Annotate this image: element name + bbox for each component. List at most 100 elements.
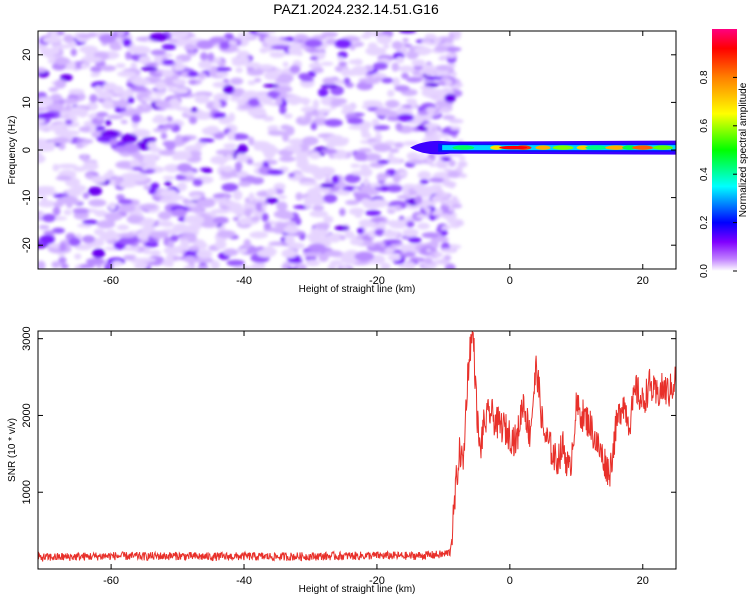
noise-blob <box>258 64 274 70</box>
noise-blob <box>340 265 349 269</box>
noise-blob <box>123 142 140 153</box>
noise-blob <box>213 100 221 110</box>
noise-blob <box>327 263 337 269</box>
noise-blob <box>376 35 392 45</box>
noise-blob <box>154 80 167 91</box>
noise-blob <box>382 239 402 245</box>
noise-blob <box>273 182 286 191</box>
noise-blob <box>275 97 283 106</box>
noise-blob <box>244 208 252 218</box>
noise-blob <box>247 97 261 107</box>
noise-blob <box>386 89 395 98</box>
noise-blob <box>81 154 88 162</box>
noise-blob <box>67 187 82 197</box>
noise-blob <box>43 230 56 235</box>
noise-blob <box>222 165 234 173</box>
noise-blob <box>309 152 321 160</box>
noise-blob <box>89 124 97 133</box>
noise-blob <box>136 257 157 263</box>
noise-blob <box>354 251 375 262</box>
noise-blob <box>279 105 287 115</box>
noise-blob <box>323 193 338 204</box>
noise-blob <box>309 56 319 61</box>
noise-blob <box>54 79 67 89</box>
x-tick-label: -40 <box>236 275 252 287</box>
noise-blob <box>426 157 433 163</box>
noise-blob <box>224 154 234 161</box>
signal-hotspot <box>535 145 551 150</box>
noise-blob <box>406 51 418 60</box>
noise-blob <box>138 55 151 65</box>
noise-blob <box>82 161 99 171</box>
noise-blob <box>323 215 334 224</box>
noise-blob <box>232 265 253 269</box>
noise-blob <box>196 265 210 269</box>
noise-blob <box>96 111 109 117</box>
noise-blob <box>325 38 337 45</box>
noise-blob <box>408 237 422 244</box>
noise-blob <box>310 169 320 176</box>
noise-blob <box>416 214 433 219</box>
noise-blob <box>158 149 177 156</box>
noise-blob <box>364 31 372 37</box>
noise-blob <box>406 76 423 83</box>
noise-blob <box>59 73 73 82</box>
noise-blob <box>303 115 313 121</box>
noise-blob <box>50 93 63 102</box>
noise-blob <box>115 194 125 201</box>
noise-blob <box>384 248 395 253</box>
noise-blob <box>428 177 445 183</box>
noise-blob <box>38 67 47 73</box>
noise-blob <box>190 193 202 200</box>
noise-blob <box>237 143 249 154</box>
noise-blob <box>38 260 46 269</box>
noise-blob <box>446 52 457 58</box>
noise-blob <box>283 113 293 119</box>
noise-blob <box>130 45 151 55</box>
noise-blob <box>344 173 361 184</box>
noise-blob <box>262 83 280 88</box>
noise-blob <box>163 123 176 129</box>
noise-blob <box>320 84 338 89</box>
noise-blob <box>38 106 49 112</box>
noise-blob <box>449 199 461 205</box>
noise-blob <box>98 33 117 43</box>
noise-blob <box>97 91 114 100</box>
noise-blob <box>106 229 116 236</box>
noise-blob <box>448 118 461 124</box>
noise-blob <box>59 110 67 118</box>
noise-blob <box>105 119 112 126</box>
noise-blob <box>231 56 250 63</box>
noise-blob <box>399 31 417 34</box>
noise-blob <box>417 110 429 116</box>
spectrogram-xlabel: Height of straight line (km) <box>299 284 416 295</box>
noise-blob <box>347 117 364 125</box>
noise-blob <box>261 212 269 223</box>
noise-blob <box>130 86 149 93</box>
noise-blob <box>144 241 159 248</box>
x-tick-label: 20 <box>637 575 649 587</box>
noise-blob <box>387 254 402 261</box>
noise-blob <box>163 246 183 255</box>
noise-blob <box>304 111 320 117</box>
noise-blob <box>198 138 215 143</box>
y-tick-label: 20 <box>21 49 33 61</box>
noise-blob <box>234 161 243 172</box>
noise-blob <box>51 261 61 269</box>
noise-blob <box>302 97 310 106</box>
noise-blob <box>125 51 132 60</box>
noise-blob <box>311 34 327 41</box>
noise-blob <box>280 212 293 220</box>
noise-blob <box>257 94 266 103</box>
noise-blob <box>361 132 372 139</box>
colorbar-tick-label: 0.8 <box>699 70 710 84</box>
noise-blob <box>102 99 114 110</box>
noise-blob <box>130 246 140 252</box>
noise-blob <box>226 259 245 267</box>
noise-blob <box>238 247 248 254</box>
noise-blob <box>334 225 350 231</box>
noise-blob <box>152 116 169 124</box>
noise-blob <box>343 77 351 85</box>
noise-blob <box>175 106 190 111</box>
noise-blob <box>130 78 145 84</box>
